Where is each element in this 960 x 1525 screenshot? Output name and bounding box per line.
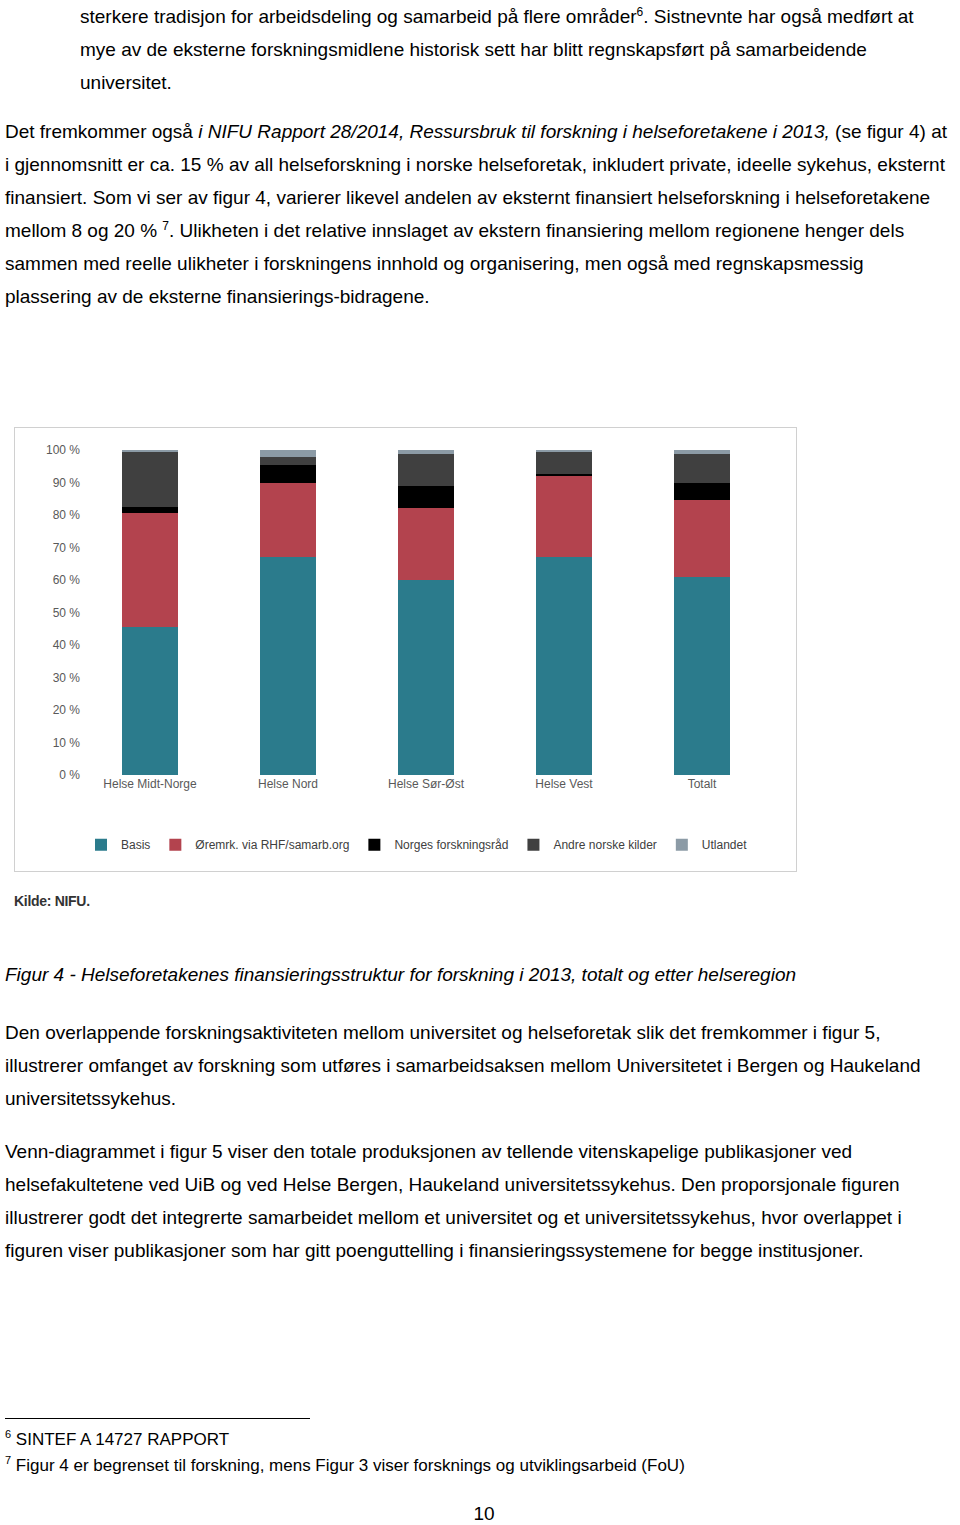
svg-text:Andre norske kilder: Andre norske kilder [553,838,656,852]
svg-text:Helse Vest: Helse Vest [535,777,593,791]
svg-text:Øremrk. via RHF/samarb.org: Øremrk. via RHF/samarb.org [195,838,349,852]
svg-text:90 %: 90 % [53,476,81,490]
svg-text:Utlandet: Utlandet [702,838,747,852]
svg-text:60 %: 60 % [53,573,81,587]
svg-text:10 %: 10 % [53,736,81,750]
svg-text:30 %: 30 % [53,671,81,685]
svg-text:20 %: 20 % [53,703,81,717]
html-text:Venn-diagrammet i figur 5 vise: Venn-diagrammet i figur 5 viser den tota… [5,1141,902,1261]
svg-text:70 %: 70 % [53,541,81,555]
html-text:Det fremkommer også i NIFU Rap: Det fremkommer også i NIFU Rapport 28/20… [5,121,947,307]
html-text:Den overlappende forskningsakt: Den overlappende forskningsaktiviteten m… [5,1022,921,1109]
svg-text:50 %: 50 % [53,606,81,620]
svg-text:Basis: Basis [121,838,150,852]
svg-text:Totalt: Totalt [688,777,717,791]
svg-text:0 %: 0 % [59,768,80,782]
html-text:Kilde: NIFU.: Kilde: NIFU. [14,893,90,909]
html-text:Figur 4 - Helseforetakenes fin: Figur 4 - Helseforetakenes finansierings… [5,964,796,985]
html-text:sterkere tradisjon for arbeids: sterkere tradisjon for arbeidsdeling og … [80,4,914,93]
svg-text:Helse Nord: Helse Nord [258,777,318,791]
svg-text:Norges forskningsråd: Norges forskningsråd [394,838,508,852]
svg-text:80 %: 80 % [53,508,81,522]
svg-text:Helse Midt-Norge: Helse Midt-Norge [103,777,197,791]
svg-text:100 %: 100 % [46,443,80,457]
html-text:10: 10 [473,1503,495,1524]
html-text:6SINTEF A 14727 RAPPORT: 6SINTEF A 14727 RAPPORT [5,1428,230,1449]
svg-text:Helse Sør-Øst: Helse Sør-Øst [388,777,465,791]
svg-text:40 %: 40 % [53,638,81,652]
html-text:7Figur 4 er begrenset til fors: 7Figur 4 er begrenset til forskning, men… [5,1454,685,1475]
